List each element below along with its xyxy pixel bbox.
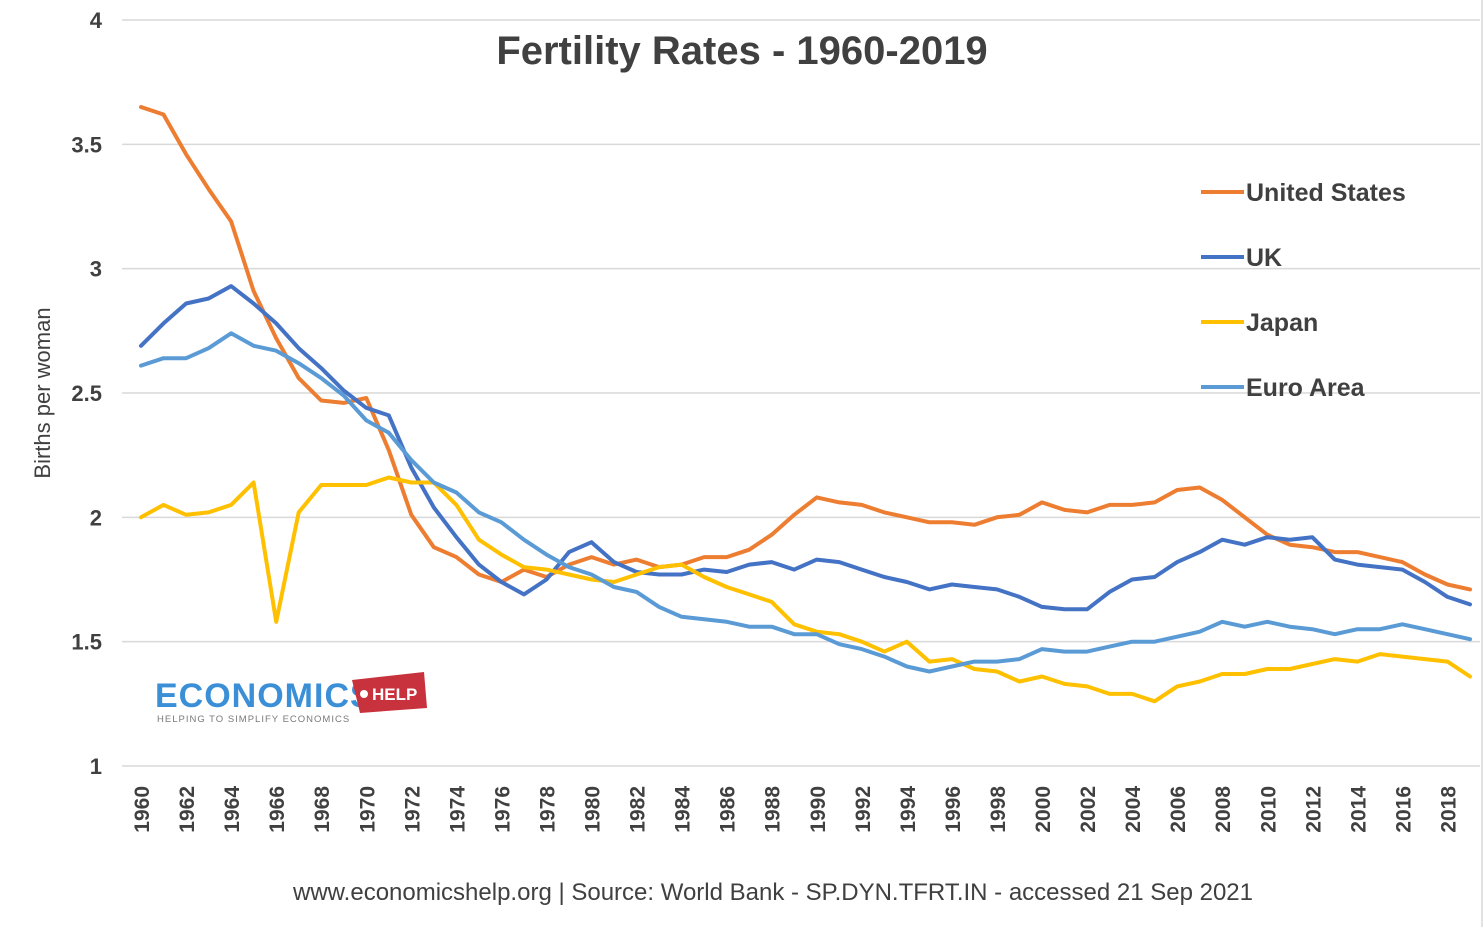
y-tick-label: 4 [90, 8, 103, 33]
x-tick-label: 1960 [131, 786, 154, 833]
y-tick-label: 3 [90, 257, 102, 282]
x-tick-label: 1970 [356, 786, 379, 833]
x-tick-label: 2008 [1212, 786, 1235, 833]
x-tick-label: 2004 [1122, 786, 1145, 833]
legend-label: United States [1246, 179, 1406, 207]
y-axis-ticks: 1 1.5 2 2.5 3 3.5 4 [71, 8, 102, 779]
series-lines [139, 105, 1472, 704]
x-tick-label: 1964 [221, 786, 244, 833]
y-tick-label: 3.5 [71, 132, 102, 157]
series-line-euro-area [139, 331, 1472, 674]
x-tick-label: 1978 [536, 786, 559, 833]
x-tick-label: 2010 [1257, 786, 1280, 833]
x-tick-label: 1992 [852, 786, 875, 833]
x-tick-label: 2006 [1167, 786, 1190, 833]
logo-subtitle: HELPING TO SIMPLIFY ECONOMICS [157, 714, 350, 725]
x-tick-label: 1986 [717, 786, 740, 833]
x-tick-label: 1996 [942, 786, 965, 833]
chart-title: Fertility Rates - 1960-2019 [496, 29, 987, 73]
x-tick-label: 1984 [672, 786, 695, 833]
x-tick-label: 1966 [266, 786, 289, 833]
source-footer: www.economicshelp.org | Source: World Ba… [292, 879, 1253, 906]
x-tick-label: 1990 [807, 786, 830, 833]
y-tick-label: 2.5 [71, 381, 102, 406]
x-tick-label: 1988 [762, 786, 785, 833]
x-tick-label: 1976 [491, 786, 514, 833]
legend-label: Japan [1246, 309, 1318, 337]
legend-label: UK [1246, 244, 1282, 272]
x-tick-label: 1974 [446, 786, 469, 833]
x-tick-label: 2016 [1392, 786, 1415, 833]
x-tick-label: 1972 [401, 786, 424, 833]
x-tick-label: 1980 [582, 786, 605, 833]
logo-tag-hole [360, 690, 368, 698]
gridlines [122, 19, 1480, 767]
x-tick-label: 1968 [311, 786, 334, 833]
x-tick-label: 1994 [897, 786, 920, 833]
series-line-japan [139, 475, 1472, 704]
x-tick-label: 2018 [1437, 786, 1460, 833]
y-tick-label: 1 [90, 754, 102, 779]
legend-label: Euro Area [1246, 374, 1366, 402]
x-tick-label: 2012 [1302, 786, 1325, 833]
series-line-united-states [139, 105, 1472, 592]
logo-wordmark: ECONOMICS [155, 677, 374, 715]
legend: United States UK Japan Euro Area [1201, 179, 1406, 402]
y-tick-label: 2 [90, 505, 102, 530]
series-line-uk [139, 284, 1472, 612]
economics-help-logo: ECONOMICS HELP HELPING TO SIMPLIFY ECONO… [155, 672, 427, 725]
y-tick-label: 1.5 [71, 630, 102, 655]
x-tick-label: 2000 [1032, 786, 1055, 833]
logo-tag-label: HELP [372, 685, 417, 704]
x-tick-label: 2014 [1347, 786, 1370, 833]
x-tick-label: 2002 [1077, 786, 1100, 833]
logo-tag-shape [352, 672, 427, 713]
x-tick-label: 1962 [176, 786, 199, 833]
y-axis-label: Births per woman [30, 307, 55, 478]
x-tick-label: 1998 [987, 786, 1010, 833]
x-axis-ticks: 1960 1962 1964 1966 1968 1970 1972 1974 1976 1978… [131, 786, 1460, 833]
x-tick-label: 1982 [627, 786, 650, 833]
